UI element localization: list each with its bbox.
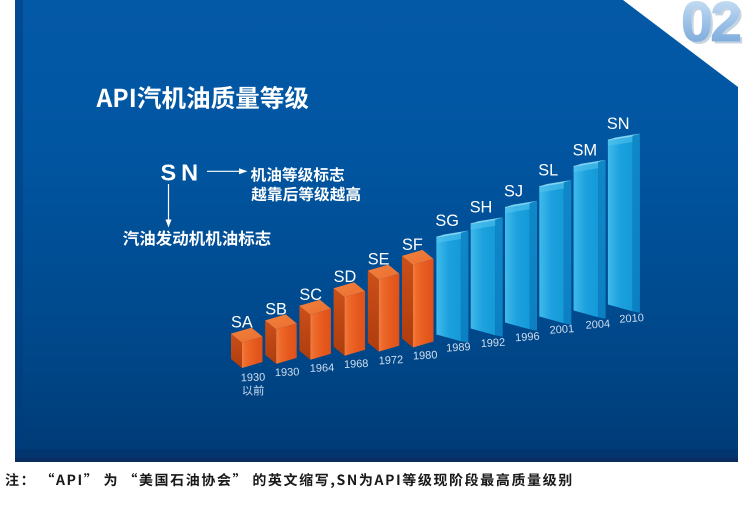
svg-text:2010: 2010	[619, 312, 644, 326]
svg-text:SM: SM	[573, 141, 597, 159]
svg-text:02: 02	[684, 0, 743, 56]
svg-text:1930: 1930	[275, 366, 300, 379]
svg-text:1930: 1930	[241, 371, 266, 384]
svg-text:SN: SN	[161, 160, 204, 186]
svg-text:SB: SB	[265, 300, 287, 318]
svg-text:SF: SF	[402, 236, 423, 254]
svg-text:1968: 1968	[344, 358, 369, 371]
svg-text:SA: SA	[231, 314, 253, 332]
svg-text:1964: 1964	[310, 362, 335, 375]
svg-text:SE: SE	[368, 251, 390, 269]
svg-text:SC: SC	[299, 286, 322, 304]
svg-text:02: 02	[681, 0, 740, 54]
svg-text:SL: SL	[538, 162, 558, 180]
svg-text:SG: SG	[435, 212, 459, 230]
svg-text:1996: 1996	[515, 331, 540, 345]
svg-text:SH: SH	[470, 199, 493, 217]
svg-text:SN: SN	[607, 115, 630, 133]
svg-text:1992: 1992	[480, 337, 505, 350]
svg-text:1972: 1972	[378, 354, 403, 367]
svg-text:1980: 1980	[413, 349, 438, 362]
svg-text:2004: 2004	[585, 318, 610, 332]
svg-text:SJ: SJ	[504, 182, 523, 200]
svg-text:SD: SD	[334, 268, 357, 286]
svg-text:1989: 1989	[446, 341, 471, 354]
svg-text:2001: 2001	[549, 323, 574, 337]
